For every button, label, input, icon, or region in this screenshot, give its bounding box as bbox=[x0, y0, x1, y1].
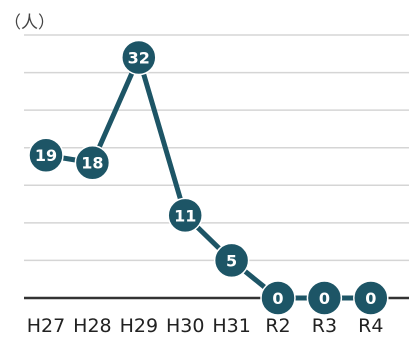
data-label: 5 bbox=[226, 251, 237, 270]
data-markers: 19 18 32 11 5 0 0 0 bbox=[28, 39, 389, 316]
data-point: 5 bbox=[213, 242, 250, 279]
data-label: 19 bbox=[35, 146, 57, 165]
data-point: 0 bbox=[260, 280, 296, 316]
data-point-marker bbox=[28, 137, 64, 173]
data-label: 11 bbox=[174, 206, 196, 225]
data-point-marker bbox=[306, 280, 343, 316]
data-point: 0 bbox=[306, 280, 343, 316]
data-label: 0 bbox=[319, 289, 330, 308]
data-point-marker bbox=[167, 197, 203, 234]
data-label: 18 bbox=[81, 154, 103, 173]
data-point: 18 bbox=[74, 144, 111, 181]
x-tick-label: R3 bbox=[312, 315, 337, 337]
data-point: 32 bbox=[121, 39, 157, 76]
data-point-marker bbox=[121, 39, 157, 76]
data-point-marker bbox=[260, 280, 296, 316]
data-point-marker bbox=[74, 144, 111, 181]
data-label: 0 bbox=[365, 289, 376, 308]
x-tick-label: H27 bbox=[27, 315, 65, 337]
y-unit-label: （人） bbox=[4, 13, 55, 33]
x-tick-label: R4 bbox=[358, 315, 383, 337]
x-tick-label: H30 bbox=[166, 315, 204, 337]
data-label: 32 bbox=[128, 49, 150, 68]
data-label: 0 bbox=[272, 289, 283, 308]
data-point: 19 bbox=[28, 137, 64, 173]
data-point-marker bbox=[213, 242, 250, 279]
x-tick-label: H28 bbox=[73, 315, 111, 337]
data-point: 0 bbox=[353, 280, 389, 316]
x-tick-label: R2 bbox=[265, 315, 290, 337]
x-tick-label: H31 bbox=[212, 315, 250, 337]
x-tick-label: H29 bbox=[120, 315, 158, 337]
data-point-marker bbox=[353, 280, 389, 316]
x-axis-tick-labels: H27 H28 H29 H30 H31 R2 R3 R4 bbox=[27, 315, 384, 337]
data-point: 11 bbox=[167, 197, 203, 234]
gridlines bbox=[24, 34, 409, 262]
